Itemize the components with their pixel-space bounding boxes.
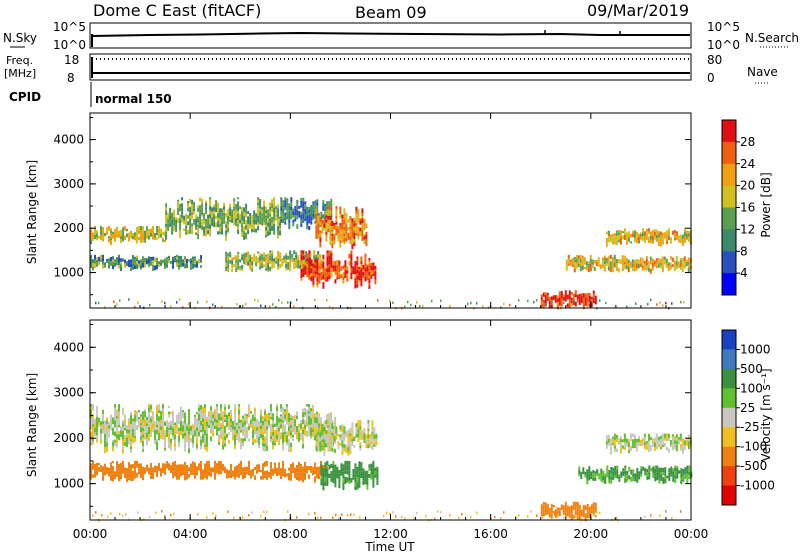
y-tick-label: 2000 [53, 431, 84, 445]
power-echo-layer [90, 197, 692, 310]
y-tick-label: 2000 [53, 221, 84, 235]
x-tick-label: 08:00 [273, 527, 308, 541]
nave-label: Nave [747, 65, 778, 79]
y-tick-label: 3000 [53, 177, 84, 191]
velocity-colorbar: 1000 500 100 25 -25 -100 -500 -1000 [721, 329, 775, 506]
colorbar-tick-label: 8 [740, 244, 748, 258]
y-tick-label: 4000 [53, 340, 84, 354]
colorbar-swatch [722, 466, 736, 486]
echo-band [315, 206, 368, 250]
x-tick-label: 16:00 [473, 527, 508, 541]
colorbar-swatch [722, 229, 736, 252]
freq-right-top: 80 [707, 53, 722, 67]
colorbar-swatch [722, 251, 736, 274]
noise-panel-frame [89, 22, 692, 49]
power-y-axis: 1000 2000 3000 4000 [53, 116, 691, 296]
colorbar-tick-label: 25 [740, 401, 755, 415]
echo-band [90, 226, 166, 245]
colorbar-tick-label: -1000 [740, 479, 775, 493]
nsky-label: N.Sky [3, 31, 37, 45]
velocity-y-axis: 1000 2000 3000 4000 [53, 324, 691, 507]
nsearch-label: N.Search [745, 31, 799, 45]
colorbar-tick-label: -500 [740, 459, 767, 473]
freq-panel-frame [89, 53, 692, 81]
velocity-echo-layer [90, 404, 693, 522]
freq-right-bottom: 0 [707, 71, 715, 85]
colorbar-swatch [722, 185, 736, 208]
colorbar-swatch [722, 330, 736, 350]
colorbar-swatch [722, 141, 736, 165]
freq-unit-label: [MHz] [4, 67, 36, 80]
colorbar-tick-label: 28 [740, 135, 755, 149]
echo-band [315, 420, 378, 456]
noise-trace [91, 31, 690, 37]
date-title: 09/Mar/2019 [587, 1, 689, 20]
x-tick-label: 20:00 [574, 527, 609, 541]
freq-left-top: 18 [64, 53, 79, 67]
echo-band [90, 460, 328, 483]
colorbar-swatch [722, 485, 736, 506]
colorbar-swatch [722, 120, 736, 143]
echo-band [605, 228, 692, 248]
freq-label: Freq. [6, 54, 33, 67]
echo-band [578, 465, 693, 485]
colorbar-swatch [722, 368, 736, 389]
colorbar-tick-label: -25 [740, 420, 760, 434]
echo-band [165, 197, 282, 241]
echo-band [320, 460, 379, 491]
echo-band [605, 433, 692, 455]
power-colorbar: 4 8 12 16 20 24 28 [721, 119, 755, 296]
colorbar-tick-label: 24 [740, 157, 755, 171]
x-tick-label: 00:00 [73, 527, 108, 541]
noise-right-top: 10^5 [707, 20, 740, 34]
colorbar-swatch [722, 446, 736, 467]
colorbar-swatch [722, 407, 736, 428]
echo-band [90, 404, 336, 454]
power-ylabel: Slant Range [km] [25, 160, 39, 264]
power-cbar-label: Power [dB] [759, 172, 773, 237]
colorbar-swatch [722, 207, 736, 230]
beam-title: Beam 09 [355, 3, 427, 22]
velocity-cbar-label: Velocity [m s⁻¹] [759, 368, 773, 461]
colorbar-swatch [722, 163, 736, 187]
noise-right-bottom: 10^0 [707, 38, 740, 52]
cpid-label: CPID [9, 90, 41, 104]
time-x-axis: 00:00 04:00 08:00 12:00 16:00 20:00 00:00 [73, 113, 709, 541]
colorbar-tick-label: 4 [740, 266, 748, 280]
colorbar-tick-label: 1000 [740, 342, 771, 356]
echo-band [90, 254, 202, 272]
x-tick-label: 00:00 [674, 527, 709, 541]
y-tick-label: 1000 [53, 266, 84, 280]
cpid-value: normal 150 [95, 92, 172, 106]
colorbar-tick-label: 16 [740, 201, 755, 215]
station-title: Dome C East (fitACF) [93, 1, 261, 20]
x-tick-label: 12:00 [373, 527, 408, 541]
colorbar-swatch [722, 427, 736, 448]
colorbar-swatch [722, 349, 736, 370]
y-tick-label: 4000 [53, 133, 84, 147]
echo-band [540, 290, 597, 310]
time-xlabel: Time UT [364, 540, 415, 554]
echo-band [540, 501, 597, 522]
colorbar-tick-label: 500 [740, 362, 763, 376]
y-tick-label: 1000 [53, 477, 84, 491]
colorbar-tick-label: 12 [740, 222, 755, 236]
noise-left-top: 10^5 [53, 20, 86, 34]
colorbar-tick-label: 100 [740, 381, 763, 395]
echo-band [565, 254, 692, 274]
freq-left-bottom: 8 [67, 71, 75, 85]
echo-band [300, 250, 377, 289]
y-tick-label: 3000 [53, 386, 84, 400]
colorbar-swatch [722, 388, 736, 409]
colorbar-tick-label: -100 [740, 440, 767, 454]
colorbar-tick-label: 20 [740, 179, 755, 193]
velocity-ylabel: Slant Range [km] [25, 373, 39, 477]
noise-left-bottom: 10^0 [53, 38, 86, 52]
x-tick-label: 04:00 [173, 527, 208, 541]
colorbar-frame [721, 329, 737, 506]
colorbar-swatch [722, 273, 736, 296]
